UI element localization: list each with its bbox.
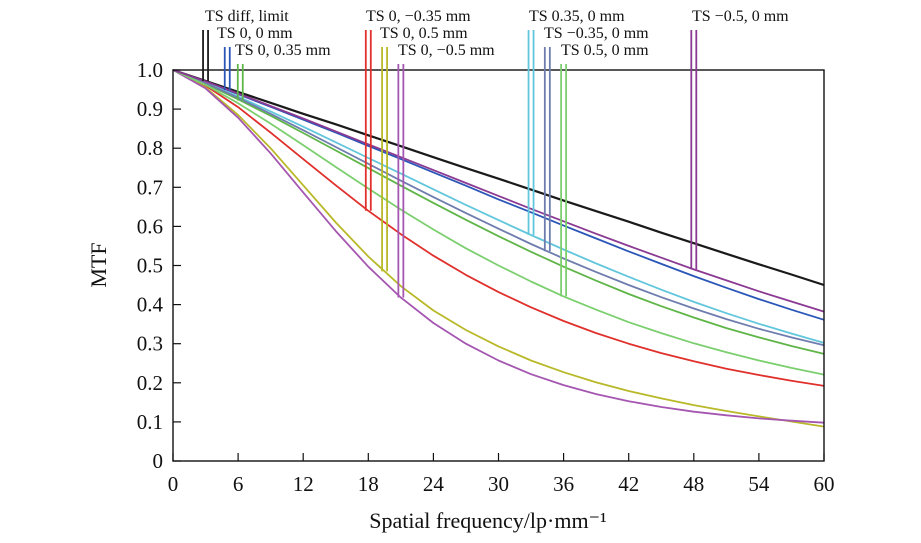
series-line — [172, 69, 825, 344]
series-line — [172, 69, 825, 424]
y-tick-label: 0 — [153, 449, 164, 473]
x-tick-label: 30 — [488, 472, 509, 496]
legend-label: TS diff, limit — [205, 8, 289, 25]
legend-label: TS −0.5, 0 mm — [692, 8, 789, 25]
y-tick-label: 0.5 — [137, 254, 163, 278]
series-line — [172, 69, 825, 313]
y-axis-title: MTF — [86, 242, 111, 287]
x-tick-label: 54 — [748, 472, 770, 496]
curves-layer — [172, 68, 825, 428]
y-tick-label: 0.7 — [137, 175, 163, 199]
legend-label: TS 0.5, 0 mm — [561, 42, 649, 59]
x-tick-label: 42 — [618, 472, 639, 496]
series-line — [172, 69, 825, 321]
series-line — [172, 69, 825, 355]
legend-label: TS 0, 0.5 mm — [380, 25, 468, 42]
x-tick-label: 0 — [168, 472, 179, 496]
y-tick-label: 1.0 — [137, 58, 163, 82]
y-tick-label: 0.3 — [137, 332, 163, 356]
x-ticks: 0 6 12 18 24 30 36 42 48 54 60 — [168, 453, 835, 496]
y-tick-label: 0.1 — [137, 410, 163, 434]
y-ticks: 0 0.1 0.2 0.3 0.4 0.5 0.6 0.7 0.8 0.9 1.0 — [137, 58, 181, 473]
x-tick-label: 24 — [423, 472, 445, 496]
x-tick-label: 18 — [358, 472, 379, 496]
y-tick-label: 0.6 — [137, 214, 163, 238]
y-tick-label: 0.8 — [137, 136, 163, 160]
legend-label: TS 0.35, 0 mm — [529, 8, 625, 25]
x-tick-label: 12 — [293, 472, 314, 496]
x-tick-label: 60 — [814, 472, 835, 496]
legend-label: TS −0.35, 0 mm — [544, 25, 649, 42]
legend-label: TS 0, −0.35 mm — [366, 8, 471, 25]
series-line — [172, 68, 825, 287]
legend-label: TS 0, 0.35 mm — [235, 42, 331, 59]
y-tick-label: 0.9 — [137, 97, 163, 121]
series-line — [172, 69, 825, 387]
y-tick-label: 0.2 — [137, 371, 163, 395]
legend-label: TS 0, −0.5 mm — [398, 42, 495, 59]
legend-label: TS 0, 0 mm — [217, 25, 293, 42]
x-tick-label: 36 — [553, 472, 574, 496]
y-tick-label: 0.4 — [137, 293, 164, 317]
x-tick-label: 6 — [233, 472, 244, 496]
series-line — [172, 69, 825, 376]
series-line — [172, 69, 825, 428]
x-axis-title: Spatial frequency/lp·mm⁻¹ — [369, 508, 607, 533]
x-tick-label: 48 — [683, 472, 704, 496]
series-line — [172, 69, 825, 347]
